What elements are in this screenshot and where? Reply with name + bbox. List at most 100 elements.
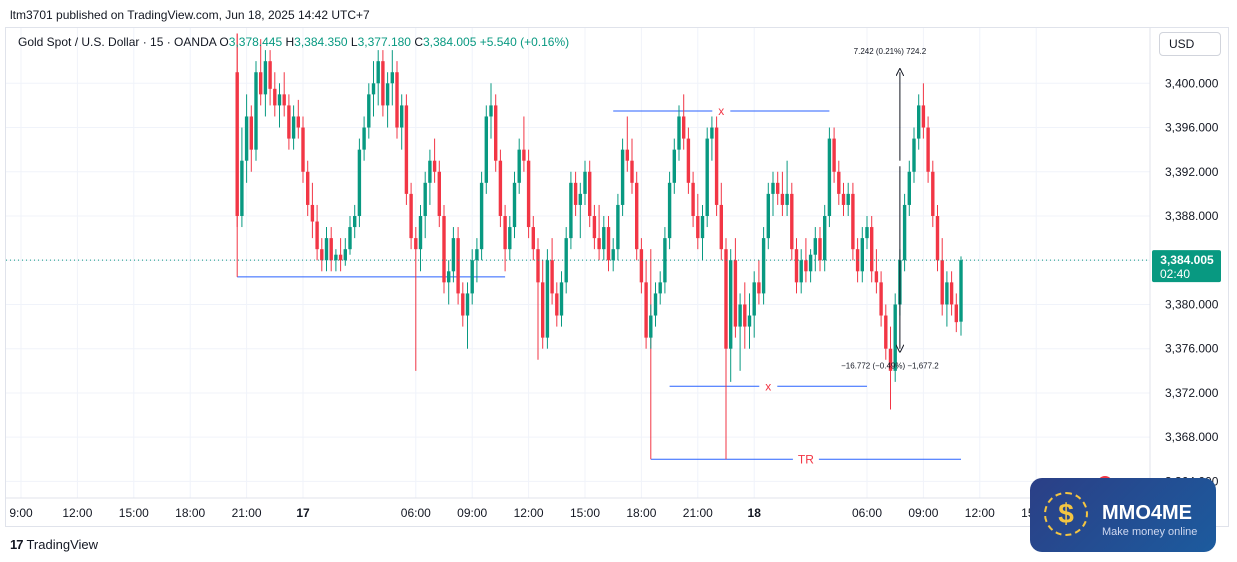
candle	[249, 105, 253, 172]
candle	[338, 238, 343, 272]
price-tick-label: 3,400.000	[1165, 76, 1219, 90]
candle	[522, 116, 526, 172]
candle-body	[635, 182, 639, 250]
candle-body	[371, 83, 376, 95]
candle-body	[945, 282, 949, 305]
candle-body	[451, 238, 456, 272]
candle-body	[719, 204, 723, 250]
candle-body	[573, 182, 578, 205]
published-caption: ltm3701 published on TradingView.com, Ju…	[10, 8, 370, 22]
candle	[884, 304, 888, 360]
candle-body	[470, 260, 474, 294]
candle	[870, 216, 874, 283]
candle	[771, 171, 775, 216]
price-tick-label: 3,372.000	[1165, 386, 1219, 400]
candle-body	[691, 182, 695, 216]
candle-body	[235, 72, 239, 216]
candle-body	[475, 249, 479, 261]
currency-button[interactable]: USD	[1159, 32, 1221, 56]
candle	[949, 271, 954, 316]
candle	[428, 149, 432, 205]
price-tick-label: 3,388.000	[1165, 209, 1219, 223]
candle	[371, 61, 376, 117]
candle-body	[409, 193, 413, 239]
close-value: 3,384.005	[423, 35, 477, 49]
candle-body	[522, 149, 526, 161]
candle	[536, 238, 540, 360]
candle-body	[588, 171, 592, 216]
candle-body	[832, 138, 836, 172]
time-tick-label: 12:00	[965, 506, 995, 520]
dollar-coin-icon: $	[1044, 492, 1088, 536]
candle-body	[334, 254, 338, 261]
candle	[479, 171, 484, 261]
candle-body	[766, 193, 770, 239]
candle	[578, 182, 582, 239]
open-value: 3,378.445	[228, 35, 283, 49]
candle	[470, 249, 474, 305]
candle	[254, 61, 258, 161]
candle-body	[752, 282, 756, 316]
candle	[240, 127, 244, 228]
price-tick-label: 3,368.000	[1165, 430, 1219, 444]
candle	[818, 227, 822, 272]
candle	[263, 50, 268, 117]
candle	[273, 72, 277, 117]
last-price-value: 3,384.005	[1160, 253, 1214, 267]
candle	[766, 182, 770, 250]
candle	[620, 138, 625, 216]
candle-body	[785, 193, 789, 205]
candle	[418, 204, 423, 272]
candle-body	[240, 160, 244, 216]
candle	[503, 204, 507, 272]
time-tick-label: 17	[296, 506, 310, 520]
candle	[494, 94, 498, 172]
candle	[912, 127, 916, 183]
candle-body	[705, 138, 709, 216]
candle-body	[823, 216, 827, 261]
candle-body	[381, 61, 385, 106]
candle-body	[630, 160, 634, 183]
price-tick-label: 3,376.000	[1165, 342, 1219, 356]
candle-body	[921, 105, 926, 128]
candle	[653, 282, 658, 327]
candle	[865, 216, 869, 250]
candle	[531, 216, 535, 261]
candle	[390, 50, 394, 106]
candle-body	[555, 293, 559, 316]
candle	[606, 216, 611, 272]
candle-body	[320, 249, 324, 261]
candle	[395, 61, 399, 139]
candle-body	[649, 315, 653, 338]
candle-body	[616, 204, 620, 250]
level-label: x	[765, 379, 771, 393]
candle-body	[395, 72, 399, 128]
candle	[517, 138, 521, 194]
candle	[794, 238, 799, 294]
candle	[451, 227, 456, 283]
change-value: +5.540 (+0.16%)	[479, 35, 570, 49]
candle	[287, 94, 291, 150]
candle-body	[700, 216, 705, 239]
candle-body	[404, 105, 409, 194]
high-label: H	[285, 35, 295, 49]
time-axis: 9:00 12:00 15:00 18:00 21:00 17 06:00 09:00 12:0…	[9, 506, 1051, 520]
candle	[268, 50, 272, 106]
candle	[907, 160, 911, 216]
candle-body	[606, 227, 611, 261]
candle-body	[353, 216, 357, 228]
watermark-tagline: Make money online	[1102, 526, 1198, 538]
footer-brand[interactable]: 17 TradingView	[10, 537, 98, 552]
candle	[893, 293, 897, 382]
candle	[691, 171, 695, 228]
candle-body	[780, 193, 785, 205]
candle-body	[541, 282, 545, 338]
candle-body	[367, 94, 371, 128]
candle	[385, 72, 390, 128]
candle-body	[738, 304, 742, 327]
time-tick-label: 9:00	[9, 506, 33, 520]
horizontal-lines: x x TR	[236, 33, 961, 466]
candle	[813, 227, 817, 272]
